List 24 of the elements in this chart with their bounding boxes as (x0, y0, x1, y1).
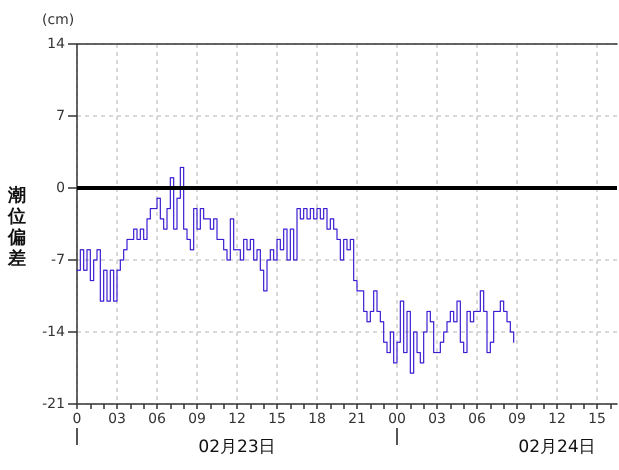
x-tick-label: 12 (228, 411, 246, 427)
y-tick-label: -7 (51, 252, 65, 268)
x-tick-label: 00 (388, 411, 406, 427)
y-tick-label: -21 (42, 396, 65, 412)
x-tick-label: 03 (428, 411, 446, 427)
text: 02月23日 (198, 437, 276, 457)
x-tick-label: 15 (268, 411, 286, 427)
x-tick-label: 15 (588, 411, 606, 427)
y-tick-label: 7 (56, 108, 65, 124)
y-tick-label: 0 (56, 180, 65, 196)
y-tick-label: 14 (47, 36, 66, 52)
y-axis-title: 潮位偏差 (7, 185, 27, 269)
x-tick-label: 0 (72, 411, 82, 427)
x-tick-label: 18 (308, 411, 326, 427)
x-tick-label: 03 (108, 411, 126, 427)
x-tick-label: 09 (188, 411, 206, 427)
x-tick-label: 21 (348, 411, 366, 427)
x-tick-label: 06 (148, 411, 166, 427)
text: 02月24日 (518, 437, 596, 457)
x-tick-label: 12 (548, 411, 566, 427)
y-tick-label: -14 (42, 324, 66, 340)
x-tick-label: 06 (468, 411, 486, 427)
text: (cm) (42, 12, 74, 28)
x-tick-label: 09 (508, 411, 526, 427)
